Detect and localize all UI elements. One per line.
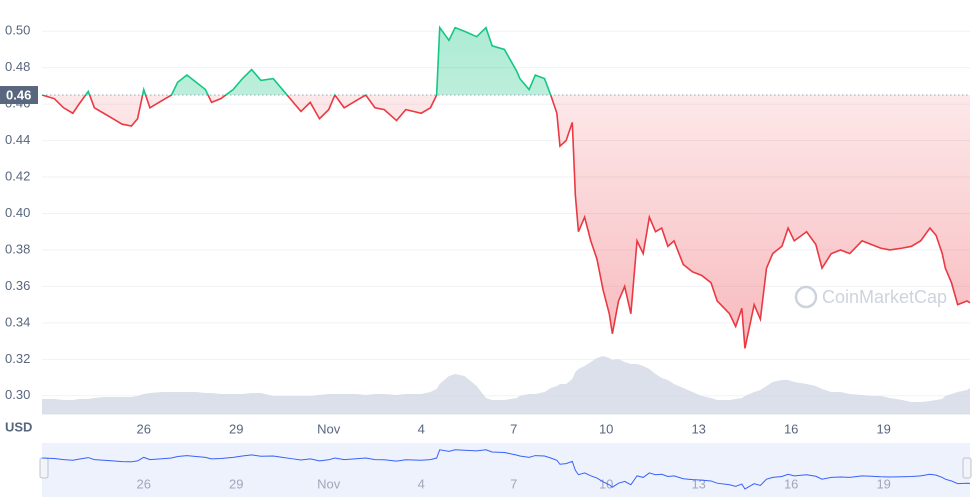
navigator-line [41, 449, 971, 490]
y-tick-label: 0.42 [5, 168, 30, 183]
reference-label: 0.46 [6, 87, 31, 102]
navigator-tick-label: 16 [784, 476, 798, 491]
x-tick-label: 16 [784, 421, 798, 436]
x-tick-label: 4 [418, 421, 425, 436]
y-tick-label: 0.44 [5, 132, 30, 147]
navigator-tick-label: 19 [876, 476, 890, 491]
navigator-tick-label: 29 [229, 476, 243, 491]
watermark: CoinMarketCap [794, 285, 947, 309]
navigator-tick-label: 4 [418, 476, 425, 491]
navigator-bg [42, 443, 970, 497]
y-tick-label: 0.32 [5, 351, 30, 366]
watermark-logo [794, 285, 818, 309]
navigator-tick-label: Nov [317, 476, 341, 491]
x-tick-label: 26 [137, 421, 151, 436]
x-tick-label: Nov [317, 421, 341, 436]
price-line-down [41, 95, 971, 349]
navigator-handle[interactable] [962, 457, 972, 479]
reference-badge [0, 86, 38, 105]
x-tick-label: 10 [599, 421, 613, 436]
y-tick-label: 0.34 [5, 314, 30, 329]
volume-area [42, 356, 970, 414]
navigator-tick-label: 7 [510, 476, 517, 491]
price-line-up [41, 25, 552, 96]
y-tick-label: 0.48 [5, 59, 30, 74]
navigator: 26 29 Nov 4 7 10 13 16 19 [39, 443, 972, 497]
x-tick-label: 19 [876, 421, 890, 436]
navigator-tick-label: 10 [599, 476, 613, 491]
x-tick-label: 7 [510, 421, 517, 436]
watermark-text: CoinMarketCap [822, 287, 947, 307]
navigator-handle[interactable] [39, 457, 49, 479]
x-tick-label: 13 [691, 421, 705, 436]
y-tick-label: 0.40 [5, 205, 30, 220]
y-tick-label: 0.38 [5, 241, 30, 256]
currency-label: USD [5, 419, 32, 434]
price-plot [41, 25, 971, 349]
area-up [42, 27, 970, 96]
y-tick-label: 0.30 [5, 387, 30, 402]
y-tick-label: 0.50 [5, 23, 30, 38]
y-tick-label: 0.36 [5, 278, 30, 293]
navigator-tick-label: 26 [137, 476, 151, 491]
x-tick-label: 29 [229, 421, 243, 436]
navigator-tick-label: 13 [691, 476, 705, 491]
area-down [42, 95, 970, 349]
axis-labels: 0.30 0.32 0.34 0.36 0.38 0.40 0.42 0.44 0.46 0.48… [0, 23, 891, 436]
volume [42, 356, 970, 414]
